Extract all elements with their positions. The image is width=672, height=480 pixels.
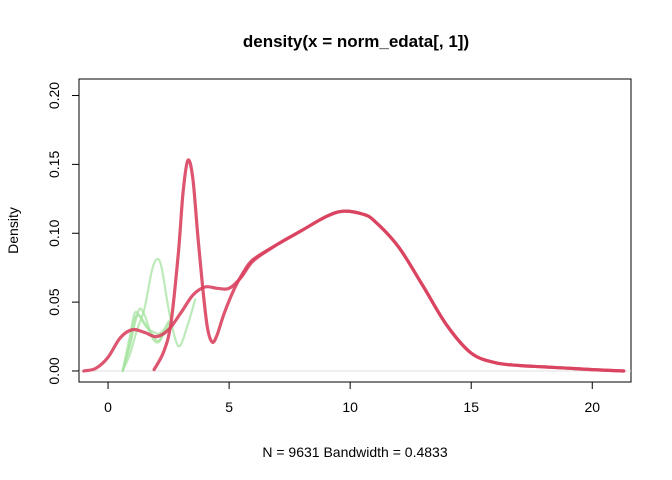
x-axis-label: N = 9631 Bandwidth = 0.4833	[262, 444, 447, 460]
chart-title: density(x = norm_edata[, 1])	[243, 32, 469, 51]
density-line-sample-3	[121, 257, 197, 373]
x-tick-label: 5	[225, 399, 233, 415]
density-line-sample-2	[152, 158, 626, 373]
y-tick-label: 0.15	[46, 151, 62, 178]
density-line-sample-6	[121, 307, 170, 373]
x-tick-label: 0	[104, 399, 112, 415]
y-axis: 0.00 0.05 0.10 0.15 0.20	[46, 82, 80, 385]
y-axis-label: Density	[5, 207, 21, 254]
x-tick-label: 15	[463, 399, 479, 415]
x-tick-label: 20	[584, 399, 600, 415]
y-tick-label: 0.05	[46, 288, 62, 315]
x-tick-label: 10	[342, 399, 358, 415]
x-axis: 0 5 10 15 20	[104, 381, 600, 415]
density-curves	[82, 158, 626, 373]
y-tick-label: 0.10	[46, 219, 62, 246]
y-tick-label: 0.00	[46, 357, 62, 384]
y-tick-label: 0.20	[46, 82, 62, 109]
